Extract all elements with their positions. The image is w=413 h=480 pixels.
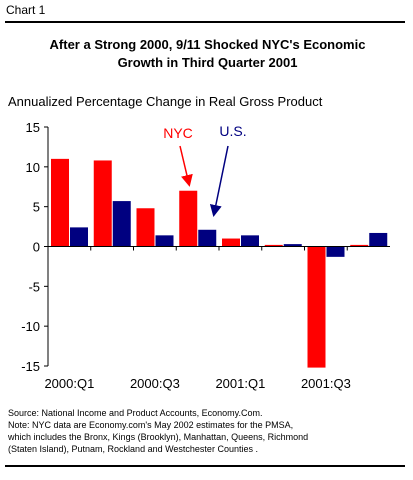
bar-us-2001-q3: [326, 246, 345, 257]
legend-us-label: U.S.: [219, 123, 246, 139]
bar-nyc-2000-q4: [179, 190, 198, 247]
note-line-1: Source: National Income and Product Acco…: [8, 408, 263, 418]
bar-nyc-2001-q1: [222, 238, 240, 247]
x-tick-label: 2000:Q1: [44, 376, 94, 391]
chart-number: Chart 1: [6, 3, 46, 17]
note-line-4: (Staten Island), Putnam, Rockland and We…: [8, 444, 258, 454]
legend-nyc-label: NYC: [163, 125, 193, 141]
bottom-rule: [5, 465, 405, 467]
bar-nyc-2001-q3: [307, 246, 326, 368]
legend-nyc-arrow: [179, 145, 193, 187]
y-tick-label: 10: [26, 160, 40, 175]
legend-us-arrow: [209, 145, 229, 217]
bar-us-2001-q1: [241, 235, 259, 247]
bar-us-2000-q4: [198, 229, 217, 247]
note-line-3: which includes the Bronx, Kings (Brookly…: [8, 432, 309, 442]
bar-us-2000-q1: [70, 227, 88, 247]
y-tick-label: -5: [28, 279, 40, 294]
bar-us-2001-q4: [369, 232, 388, 247]
x-tick-label: 2001:Q3: [301, 376, 351, 391]
bar-nyc-2000-q1: [51, 158, 69, 247]
top-rule: [5, 21, 405, 23]
chart-title-line-1: After a Strong 2000, 9/11 Shocked NYC's …: [49, 37, 366, 52]
note-line-2: Note: NYC data are Economy.com's May 200…: [8, 420, 294, 430]
bar-nyc-2000-q3: [136, 208, 155, 247]
y-tick-label: 5: [33, 200, 40, 215]
chart-title: After a Strong 2000, 9/11 Shocked NYC's …: [10, 36, 405, 72]
x-tick-label: 2001:Q1: [215, 376, 265, 391]
bar-us-2000-q3: [155, 235, 174, 247]
axes-layer: 15 10 5 0 -5 -10 -15 2000:Q1 2000:Q3 2001:Q1 2001:…: [21, 120, 390, 391]
bar-nyc-2001-q2: [264, 244, 283, 247]
y-tick-label: 0: [33, 240, 40, 255]
source-notes: Source: National Income and Product Acco…: [8, 407, 403, 455]
legend-layer: NYC U.S.: [163, 123, 247, 217]
bar-nyc-2000-q2: [93, 160, 112, 247]
y-tick-label: 15: [26, 120, 40, 135]
x-tick-label: 2000:Q3: [130, 376, 180, 391]
chart-title-line-2: Growth in Third Quarter 2001: [117, 55, 298, 70]
bar-nyc-2001-q4: [350, 244, 369, 247]
bar-us-2001-q2: [283, 244, 302, 247]
y-tick-label: -10: [21, 319, 40, 334]
y-axis-title: Annualized Percentage Change in Real Gro…: [8, 94, 323, 109]
bar-us-2000-q2: [112, 201, 131, 247]
y-tick-label: -15: [21, 359, 40, 374]
bars-layer: [51, 158, 388, 368]
